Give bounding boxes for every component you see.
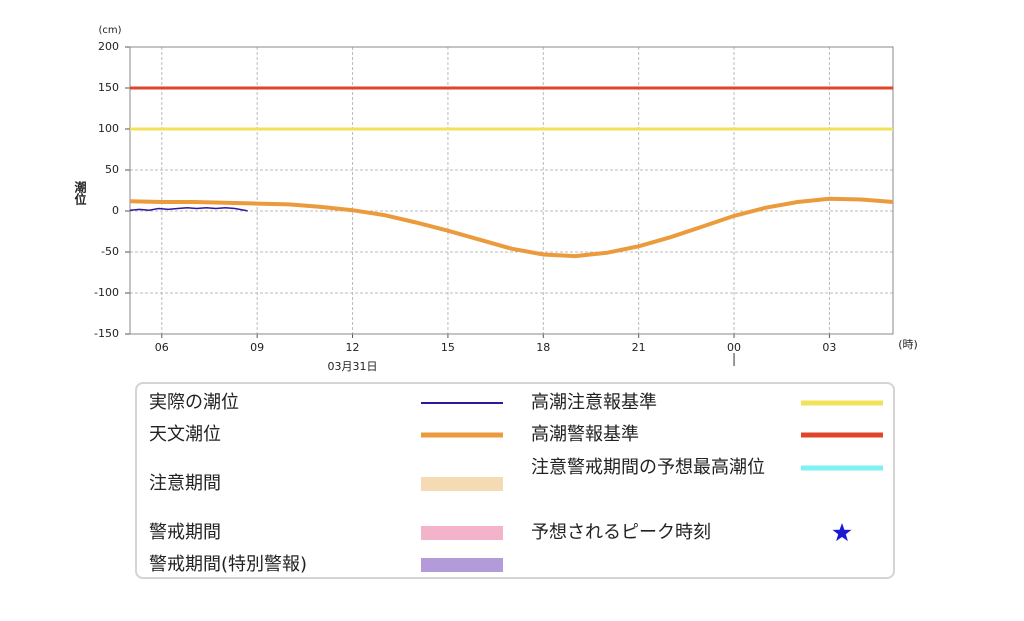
x-tick-label: 18 xyxy=(536,341,550,354)
y-tick-label: -50 xyxy=(101,245,119,258)
legend-swatch xyxy=(421,558,503,572)
date-label: 03月31日 xyxy=(328,360,378,373)
swatch-band xyxy=(421,526,503,540)
x-unit: (時) xyxy=(898,338,918,351)
legend-label: 高潮注意報基準 xyxy=(531,392,657,413)
series-line xyxy=(129,196,894,259)
y-tick-label: 100 xyxy=(98,122,119,135)
legend-swatch xyxy=(421,432,503,438)
y-tick-label: -100 xyxy=(94,286,119,299)
legend-label: 注意警戒期間の予想最高潮位 xyxy=(531,457,765,478)
legend-swatch xyxy=(801,400,883,406)
x-tick-label: 06 xyxy=(155,341,169,354)
x-tick-label: 12 xyxy=(346,341,360,354)
y-tick-label: 0 xyxy=(112,204,119,217)
legend-swatch xyxy=(421,402,503,404)
swatch-band xyxy=(421,477,503,491)
legend-label: 実際の潮位 xyxy=(149,392,239,413)
legend-label: 注意期間 xyxy=(149,473,221,494)
series-line xyxy=(129,206,248,212)
x-tick-label: 21 xyxy=(632,341,646,354)
x-tick-label: 03 xyxy=(822,341,836,354)
swatch-band xyxy=(421,558,503,572)
y-axis-label: 潮位 xyxy=(73,180,87,206)
y-tick-label: 150 xyxy=(98,81,119,94)
chart: 200 150 100 50 0 -50 -100 -150 06 09 12 15 18 21 00 03 (… xyxy=(73,25,918,373)
plot-border xyxy=(129,46,894,335)
swatch-star xyxy=(832,523,852,542)
legend-swatch xyxy=(832,523,852,542)
x-tick-label: 15 xyxy=(441,341,455,354)
y-unit: (cm) xyxy=(98,25,121,36)
y-tick-label: 50 xyxy=(105,163,119,176)
x-tick-label: 09 xyxy=(250,341,264,354)
legend-label: 警戒期間 xyxy=(149,522,221,543)
legend-swatch xyxy=(801,432,883,438)
legend-label: 予想されるピーク時刻 xyxy=(531,522,711,543)
legend-swatch xyxy=(421,477,503,491)
legend-label: 天文潮位 xyxy=(149,424,221,445)
legend-label: 警戒期間(特別警報) xyxy=(149,554,308,575)
legend-swatch xyxy=(801,465,883,471)
y-tick-label: 200 xyxy=(98,40,119,53)
x-tick-label: 00 xyxy=(727,341,741,354)
legend-swatch xyxy=(421,526,503,540)
y-tick-label: -150 xyxy=(94,327,119,340)
legend-label: 高潮警報基準 xyxy=(531,424,639,445)
legend: 実際の潮位天文潮位注意期間警戒期間警戒期間(特別警報) 高潮注意報基準 高潮警報基準… xyxy=(135,382,895,579)
